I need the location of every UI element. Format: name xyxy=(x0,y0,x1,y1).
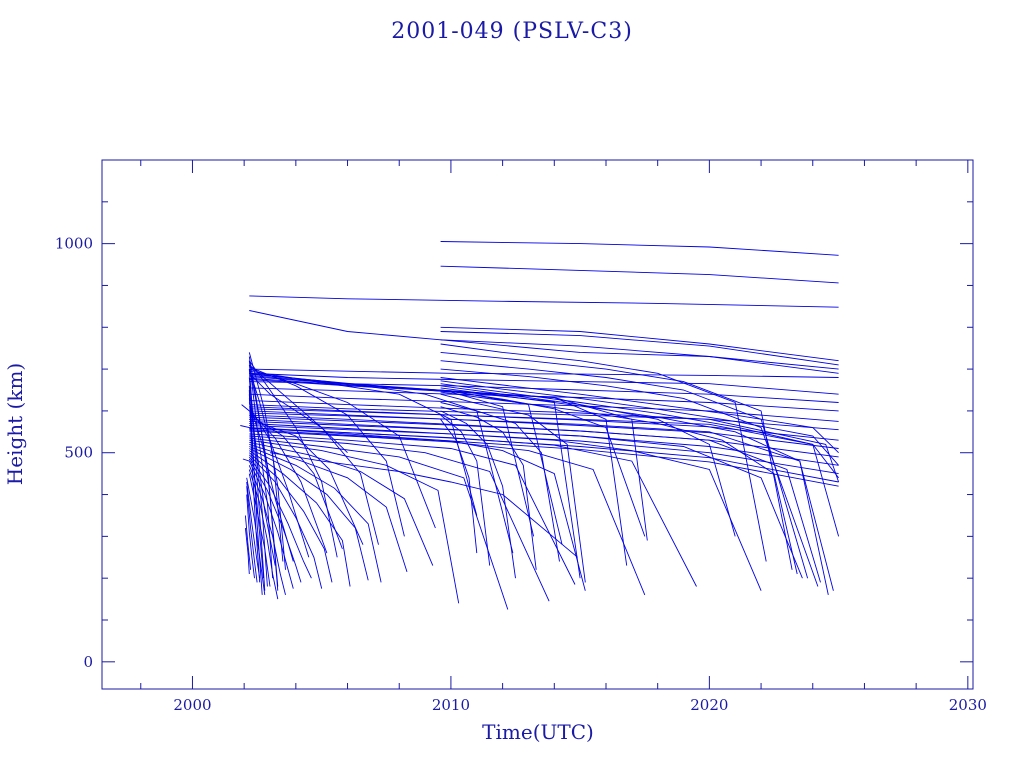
series-line-81 xyxy=(248,410,328,554)
series-line-51 xyxy=(244,527,250,575)
series-line-30 xyxy=(249,435,550,602)
series-line-69 xyxy=(440,393,586,583)
series-line-61 xyxy=(249,377,628,566)
series-line-37 xyxy=(249,450,351,587)
series-line-96 xyxy=(440,402,560,562)
series-line-11 xyxy=(249,393,839,422)
series-line-73 xyxy=(248,369,268,587)
series-line-40 xyxy=(248,456,312,579)
series-line-95 xyxy=(440,391,798,575)
series-line-25 xyxy=(249,425,762,591)
plot-frame xyxy=(101,159,974,690)
series-line-75 xyxy=(248,385,263,595)
series-line-49 xyxy=(246,494,255,579)
x-tick-label: 2000 xyxy=(173,696,211,714)
series-line-6 xyxy=(249,310,839,370)
series-line-87 xyxy=(248,372,348,454)
x-tick-label: 2020 xyxy=(690,696,728,714)
series-line-28 xyxy=(249,427,586,591)
series-line-79 xyxy=(248,402,294,562)
series-line-99 xyxy=(440,414,491,566)
series-line-1 xyxy=(440,265,839,284)
series-line-0 xyxy=(440,241,839,256)
series-line-5 xyxy=(440,339,839,374)
y-tick-label: 0 xyxy=(83,653,93,671)
series-line-93 xyxy=(440,383,839,479)
series-line-67 xyxy=(440,385,736,537)
series-line-41 xyxy=(248,458,302,583)
series-line-83 xyxy=(249,418,364,545)
series-line-31 xyxy=(249,437,509,610)
series-line-92 xyxy=(440,380,839,466)
series-line-15 xyxy=(249,414,839,458)
series-line-8 xyxy=(249,372,839,395)
x-axis-label: Time(UTC) xyxy=(482,720,594,744)
series-line-9 xyxy=(249,381,839,403)
series-line-54 xyxy=(249,366,405,537)
series-line-50 xyxy=(244,515,252,570)
series-line-38 xyxy=(249,452,333,583)
series-line-90 xyxy=(269,452,578,558)
series-line-33 xyxy=(249,441,434,566)
series-line-29 xyxy=(249,433,576,585)
series-line-36 xyxy=(249,448,369,581)
series-line-26 xyxy=(249,428,697,587)
series-line-3 xyxy=(440,326,839,362)
series-line-48 xyxy=(246,486,258,583)
series-line-68 xyxy=(440,389,646,537)
y-axis-label: Height (km) xyxy=(3,363,27,485)
series-line-85 xyxy=(240,425,250,429)
series-line-56 xyxy=(249,370,478,516)
series-line-14 xyxy=(249,410,839,449)
series-line-35 xyxy=(249,446,382,583)
series-layer xyxy=(240,241,840,610)
series-line-86 xyxy=(242,458,250,462)
tick-layer xyxy=(102,159,973,689)
series-line-98 xyxy=(440,410,516,579)
tick-label-layer: 2000 2010 2020 2030 0 500 1000 xyxy=(55,235,987,714)
series-line-46 xyxy=(246,477,266,595)
y-tick-label: 1000 xyxy=(55,235,93,253)
series-line-88 xyxy=(248,368,284,562)
series-line-84 xyxy=(241,404,250,412)
series-line-2 xyxy=(249,295,839,308)
series-line-32 xyxy=(249,439,460,604)
x-tick-label: 2010 xyxy=(432,696,470,714)
series-line-39 xyxy=(248,454,323,589)
series-line-100 xyxy=(440,419,478,554)
series-line-89 xyxy=(248,364,279,591)
y-tick-label: 500 xyxy=(64,444,93,462)
series-line-7 xyxy=(249,368,839,378)
series-line-23 xyxy=(249,416,821,583)
series-line-94 xyxy=(440,387,829,595)
chart-title: 2001-049 (PSLV-C3) xyxy=(391,19,633,44)
series-line-65 xyxy=(440,360,809,579)
series-line-91 xyxy=(440,377,839,454)
series-line-97 xyxy=(440,406,537,570)
series-line-77 xyxy=(248,394,264,579)
series-line-63 xyxy=(440,343,767,562)
series-line-76 xyxy=(248,389,261,583)
series-line-20 xyxy=(249,404,840,483)
series-line-78 xyxy=(248,398,276,566)
series-line-4 xyxy=(440,331,839,366)
series-line-66 xyxy=(440,368,819,587)
series-line-27 xyxy=(249,430,646,596)
x-tick-label: 2030 xyxy=(949,696,987,714)
series-line-24 xyxy=(249,420,803,579)
